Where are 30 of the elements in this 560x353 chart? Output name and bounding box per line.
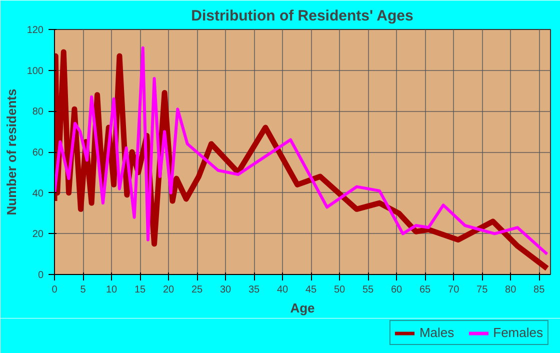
x-tick-label: 35 (248, 284, 260, 296)
x-tick-label: 65 (420, 284, 432, 296)
x-tick-label: 20 (162, 284, 175, 296)
y-tick-label: 60 (32, 148, 44, 158)
legend-label: Females (493, 325, 543, 340)
x-tick-label: 15 (134, 284, 146, 296)
x-tick-label: 0 (52, 284, 58, 296)
x-tick-label: 50 (334, 284, 346, 296)
y-tick-label: 120 (26, 25, 44, 36)
x-tick-label: 70 (448, 284, 460, 296)
chart-title: Distribution of Residents' Ages (191, 8, 414, 24)
x-tick-label: 40 (276, 284, 289, 296)
x-tick-label: 60 (391, 284, 403, 296)
y-axis-title: Number of residents (4, 88, 19, 216)
y-tick-label: 100 (26, 66, 44, 77)
x-tick-label: 75 (476, 284, 488, 296)
y-tick-label: 80 (32, 106, 44, 118)
x-tick-label: 55 (362, 284, 374, 296)
x-axis-title: Age (290, 300, 315, 316)
x-tick-label: 30 (220, 284, 232, 296)
y-tick-label: 40 (32, 188, 44, 200)
y-tick-label: 0 (38, 270, 44, 281)
legend-label: Males (419, 325, 454, 340)
x-tick-label: 80 (505, 284, 517, 296)
x-tick-label: 10 (106, 284, 118, 296)
y-tick-label: 20 (32, 229, 44, 240)
x-tick-label: 45 (305, 284, 318, 296)
x-tick-label: 5 (80, 284, 86, 296)
x-tick-label: 85 (534, 284, 546, 296)
x-tick-label: 25 (191, 284, 204, 296)
